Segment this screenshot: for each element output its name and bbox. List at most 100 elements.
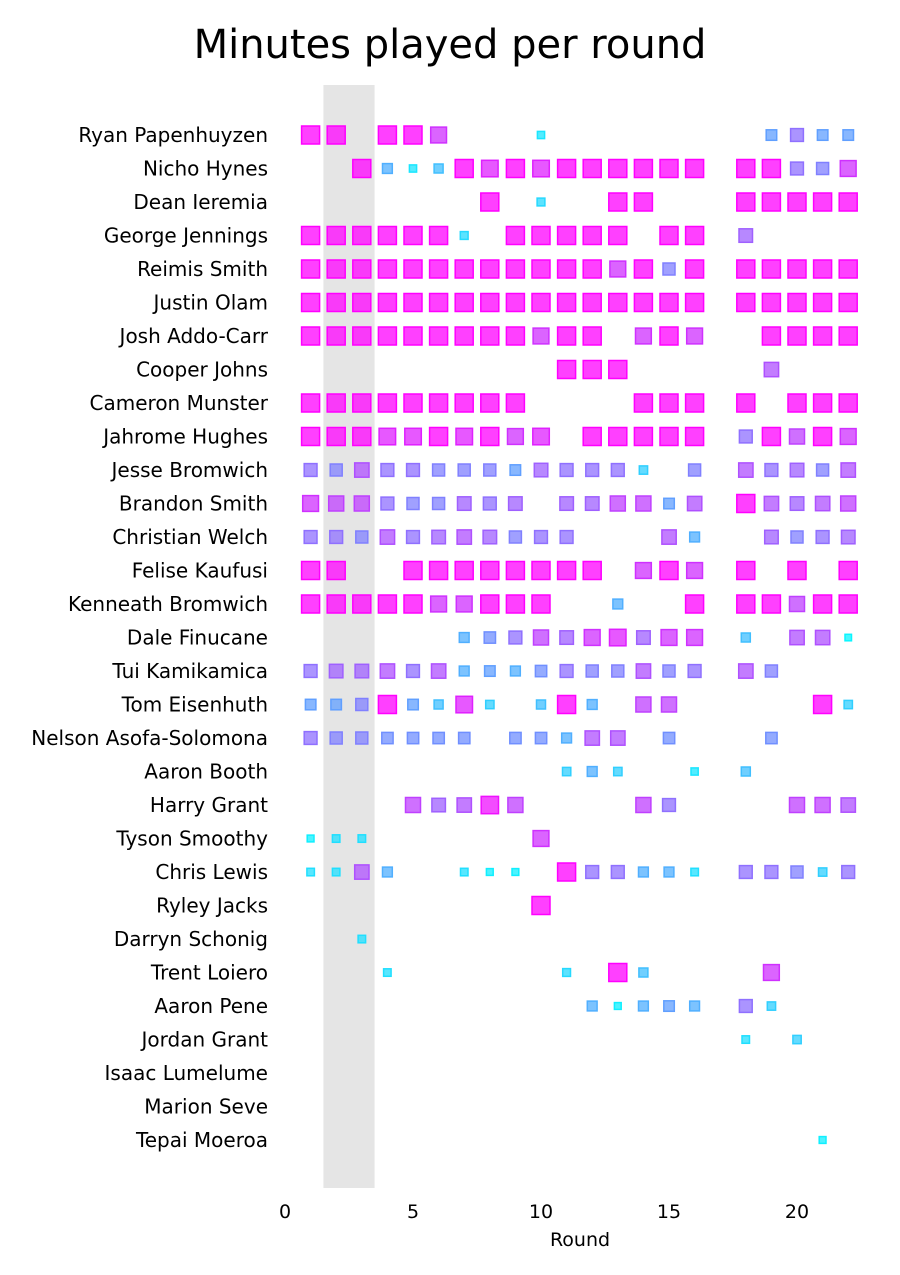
data-point (405, 663, 421, 679)
data-point (508, 530, 523, 544)
data-point (326, 594, 346, 614)
data-point (814, 629, 831, 646)
data-point (403, 594, 423, 614)
data-point (788, 796, 806, 814)
data-point (531, 594, 551, 614)
data-point (582, 326, 602, 346)
data-point (454, 259, 474, 279)
data-point (659, 426, 679, 447)
data-point (608, 359, 628, 380)
x-tick-label: 10 (529, 1201, 553, 1223)
data-point (377, 694, 398, 715)
data-point (509, 665, 522, 677)
data-point (556, 158, 577, 179)
data-point (684, 292, 705, 313)
data-point (766, 1001, 777, 1011)
data-point (532, 327, 550, 345)
data-point (633, 292, 654, 313)
data-point (788, 595, 806, 613)
data-point (787, 393, 807, 413)
data-point (659, 158, 679, 179)
data-point (582, 359, 602, 380)
y-label-player: Ryan Papenhuyzen (78, 123, 268, 147)
data-point (559, 496, 575, 512)
data-point (507, 796, 524, 814)
data-point (638, 465, 649, 475)
data-point (326, 125, 346, 145)
data-point (532, 427, 551, 446)
data-point (685, 327, 704, 345)
data-point (480, 795, 500, 815)
data-point (403, 292, 423, 313)
data-point (818, 1135, 827, 1145)
data-point (458, 631, 470, 644)
y-label-player: Aaron Pene (154, 994, 268, 1018)
data-point (455, 595, 473, 613)
data-point (378, 427, 397, 446)
data-point (789, 127, 805, 143)
data-point (737, 462, 754, 478)
data-point (329, 529, 344, 545)
data-point (633, 393, 654, 413)
data-point (787, 560, 807, 581)
data-point (556, 694, 577, 715)
data-point (584, 496, 600, 512)
data-point (688, 531, 701, 543)
data-point (352, 292, 372, 313)
data-point (738, 429, 753, 444)
data-point (331, 834, 341, 844)
data-point (561, 766, 572, 777)
data-point (505, 292, 526, 313)
data-point (505, 594, 526, 614)
y-label-player: Chris Lewis (155, 860, 268, 884)
data-point (736, 393, 756, 413)
y-label-player: Cameron Munster (90, 391, 269, 415)
data-points (300, 125, 858, 1145)
data-point (812, 694, 833, 715)
data-point (480, 560, 500, 581)
data-point (300, 259, 321, 279)
data-point (357, 834, 367, 844)
data-point (483, 631, 497, 644)
data-point (812, 326, 833, 346)
y-label-player: Felise Kaufusi (132, 559, 268, 583)
data-point (582, 225, 602, 246)
data-point (454, 393, 474, 413)
data-point (662, 664, 676, 678)
data-point (403, 225, 423, 246)
data-point (582, 426, 602, 447)
data-point (662, 731, 676, 745)
data-point (787, 326, 807, 346)
y-label-player: Ryley Jacks (156, 894, 268, 918)
data-point (659, 292, 679, 313)
x-tick-label: 5 (407, 1201, 419, 1223)
data-point (483, 665, 496, 678)
data-point (457, 463, 471, 477)
data-point (532, 629, 550, 646)
data-point (403, 393, 423, 413)
data-point (382, 968, 392, 978)
y-label-player: Tyson Smoothy (115, 827, 268, 851)
data-point (428, 560, 449, 581)
data-point (838, 560, 858, 581)
data-point (304, 698, 317, 711)
data-point (556, 326, 577, 346)
data-point (353, 864, 370, 880)
data-point (480, 159, 499, 178)
y-label-player: Isaac Lumelume (105, 1061, 268, 1085)
data-point (535, 699, 547, 710)
data-point (533, 529, 549, 545)
data-point (661, 529, 677, 545)
data-point (459, 230, 469, 241)
data-point (764, 462, 779, 478)
data-point (637, 1000, 650, 1012)
data-point (505, 560, 526, 581)
data-point (405, 529, 421, 545)
data-point (559, 663, 574, 679)
data-point (377, 393, 398, 413)
data-point (612, 598, 624, 610)
data-point (736, 493, 756, 514)
data-point (685, 628, 704, 647)
data-point (586, 1000, 598, 1012)
